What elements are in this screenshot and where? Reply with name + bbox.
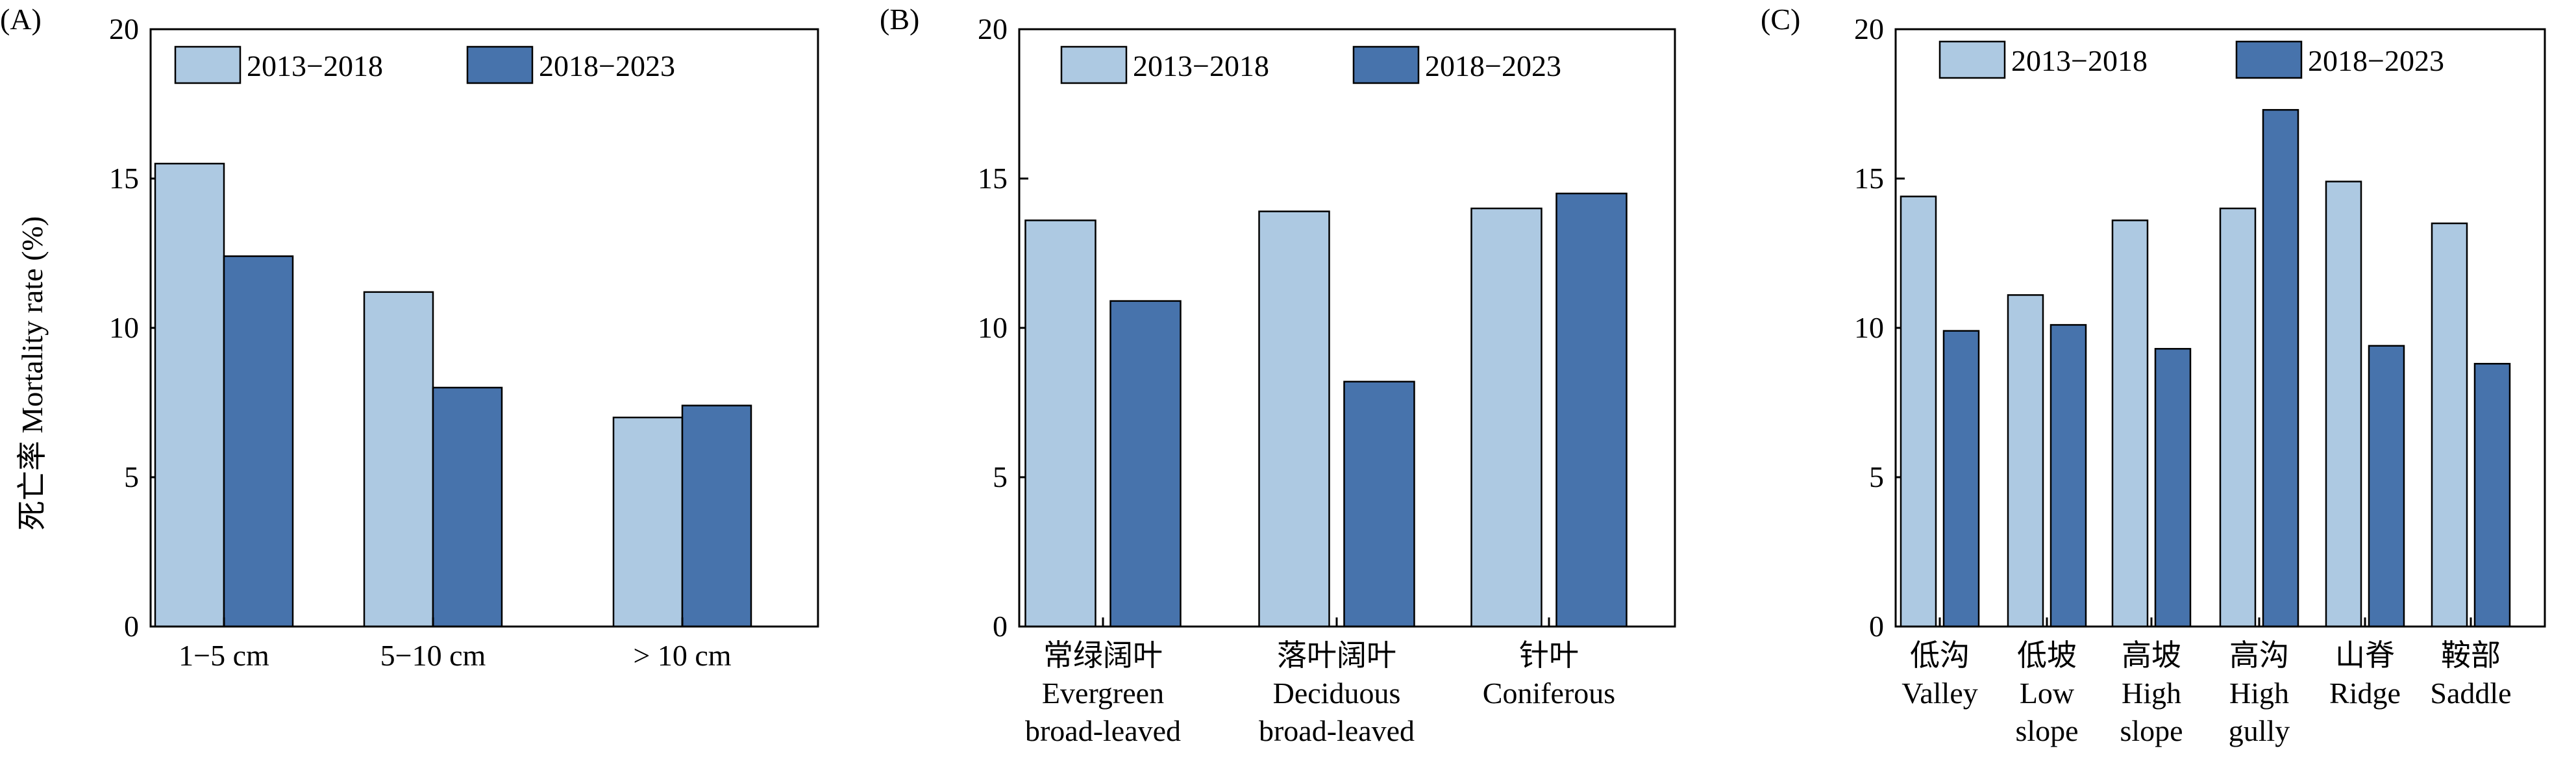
x-tick-label: gully — [2229, 714, 2290, 747]
bar — [681, 404, 752, 628]
legend-label: 2018−2023 — [2308, 44, 2444, 77]
y-tick-label: 5 — [1869, 460, 1884, 493]
bar — [612, 416, 684, 628]
x-tick-label: 针叶 — [1519, 639, 1579, 672]
bar — [1900, 195, 1937, 628]
bar — [2050, 324, 2087, 628]
bar — [1470, 207, 1542, 628]
y-tick-label: 15 — [1854, 162, 1884, 195]
x-tick-label: Valley — [1901, 677, 1978, 710]
bar — [2007, 294, 2044, 628]
x-tick-label: slope — [2015, 714, 2078, 747]
y-tick-label: 5 — [993, 460, 1008, 493]
legend-swatch — [1352, 45, 1420, 84]
legend-swatch — [466, 45, 534, 84]
y-tick-label: 0 — [993, 610, 1008, 643]
panel-label: (B) — [880, 3, 919, 36]
x-tick-label: broad-leaved — [1025, 714, 1181, 747]
bar — [432, 386, 503, 628]
legend-swatch — [174, 45, 242, 84]
y-tick-label: 0 — [1869, 610, 1884, 643]
chart-panel: (B) 0 5 10 15 20 常绿阔叶 Evergreen broad-leaved 落叶阔叶… — [880, 3, 1676, 747]
y-tick-label: 10 — [109, 311, 139, 344]
y-axis-label: 死亡率 Mortality rate (%) — [16, 216, 49, 530]
x-tick-label: broad-leaved — [1259, 714, 1415, 747]
bar — [2219, 207, 2257, 628]
bar — [1024, 219, 1096, 628]
legend-swatch — [2235, 40, 2303, 79]
y-tick-label: 0 — [124, 610, 139, 643]
y-tick-label: 20 — [109, 12, 139, 45]
x-tick-label: 鞍部 — [2441, 639, 2501, 672]
bar — [2262, 108, 2299, 628]
legend-swatch — [1938, 40, 2006, 79]
y-tick-label: 5 — [124, 460, 139, 493]
x-tick-label: Deciduous — [1273, 677, 1401, 710]
x-tick-label: 山脊 — [2335, 639, 2395, 672]
bar — [2431, 222, 2468, 628]
bar — [2111, 219, 2149, 628]
x-tick-label: > 10 cm — [633, 639, 731, 672]
chart-panel: (C) 0 5 10 15 20 低沟 Valley 低坡 Low slope 高坡 High slope… — [1761, 3, 2546, 747]
plot-frame — [149, 28, 819, 628]
x-tick-label: 低沟 — [1910, 639, 1970, 672]
panel-label: (C) — [1761, 3, 1800, 36]
bar — [363, 291, 434, 628]
x-tick-label: Low — [2020, 677, 2075, 710]
y-tick-label: 20 — [978, 12, 1008, 45]
x-tick-label: slope — [2120, 714, 2183, 747]
x-tick-label: High — [2229, 677, 2289, 710]
bar — [1258, 210, 1330, 628]
y-tick-label: 10 — [1854, 311, 1884, 344]
x-tick-label: 低坡 — [2017, 639, 2077, 672]
x-tick-label: 1−5 cm — [179, 639, 269, 672]
bar — [2325, 180, 2362, 628]
x-tick-label: High — [2122, 677, 2181, 710]
legend-label: 2013−2018 — [2011, 44, 2148, 77]
plot-frame — [1018, 28, 1676, 628]
legend-label: 2018−2023 — [539, 49, 675, 82]
x-tick-label: 常绿阔叶 — [1043, 639, 1163, 672]
legend-swatch — [1060, 45, 1128, 84]
y-tick-label: 15 — [978, 162, 1008, 195]
legend-label: 2013−2018 — [1133, 49, 1269, 82]
bar — [223, 255, 294, 628]
x-tick-label: 高沟 — [2229, 639, 2289, 672]
bar — [2368, 345, 2405, 628]
bar — [1555, 192, 1628, 628]
legend-label: 2018−2023 — [1425, 49, 1561, 82]
x-tick-label: Evergreen — [1042, 677, 1164, 710]
y-tick-label: 20 — [1854, 12, 1884, 45]
panel-label: (A) — [0, 3, 42, 36]
bar — [2154, 347, 2192, 628]
bar — [1942, 330, 1980, 628]
x-tick-label: 5−10 cm — [380, 639, 486, 672]
bar — [1109, 300, 1182, 628]
y-tick-label: 15 — [109, 162, 139, 195]
x-tick-label: Saddle — [2430, 677, 2511, 710]
legend-label: 2013−2018 — [247, 49, 383, 82]
bar — [154, 162, 225, 628]
chart-panel: (A) 0 5 10 15 20 1−5 cm 5−10 cm > 10 cm 2013−2018… — [0, 3, 819, 672]
y-tick-label: 10 — [978, 311, 1008, 344]
bar — [2473, 362, 2511, 628]
plot-frame — [1894, 28, 2546, 628]
x-tick-label: 高坡 — [2122, 639, 2181, 672]
x-tick-label: Ridge — [2329, 677, 2401, 710]
x-tick-label: 落叶阔叶 — [1277, 639, 1396, 672]
bar — [1343, 380, 1415, 628]
x-tick-label: Coniferous — [1483, 677, 1615, 710]
